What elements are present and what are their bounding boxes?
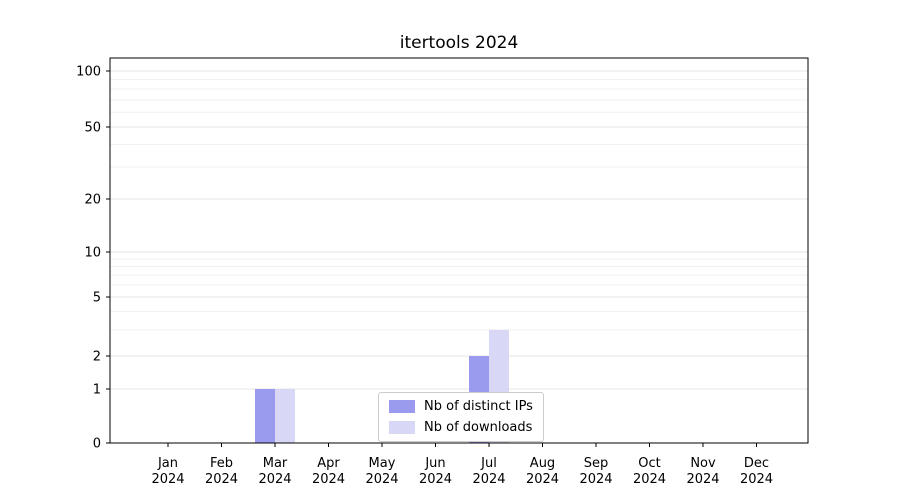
bar-0-Mar [255,389,275,443]
x-tick-label-month: Nov [690,456,716,471]
x-tick-label-year: 2024 [526,472,559,487]
x-tick-label-year: 2024 [205,472,238,487]
y-tick-label: 0 [93,437,101,452]
x-tick-label-year: 2024 [258,472,291,487]
y-tick-label: 2 [93,350,101,365]
plot-border [109,57,809,444]
x-tick-label-year: 2024 [633,472,666,487]
bar-1-Mar [275,389,295,443]
x-tick-label-year: 2024 [686,472,719,487]
x-tick-label-month: Dec [744,456,769,471]
legend-swatch-downloads [389,421,415,434]
x-tick-label-year: 2024 [472,472,505,487]
legend-item-distinct-ips: Nb of distinct IPs [389,399,533,414]
x-tick-label-year: 2024 [740,472,773,487]
chart-title: itertools 2024 [399,33,519,53]
x-tick-label-year: 2024 [365,472,398,487]
legend-item-downloads: Nb of downloads [389,420,533,435]
x-tick-label-month: Jan [157,456,178,471]
y-tick-label: 1 [93,383,101,398]
x-tick-label-year: 2024 [151,472,184,487]
y-tick-label: 10 [84,246,101,261]
x-tick-label-month: Jun [424,456,445,471]
x-tick-label-month: Apr [317,456,340,471]
legend-swatch-distinct-ips [389,400,415,413]
x-tick-label-month: Jul [480,456,497,471]
x-tick-label-month: May [369,456,396,471]
x-tick-label-month: Aug [530,456,555,471]
x-tick-label-year: 2024 [579,472,612,487]
x-tick-label-month: Mar [263,456,288,471]
y-tick-label: 20 [84,193,101,208]
y-tick-label: 100 [76,65,101,80]
x-tick-label-year: 2024 [312,472,345,487]
legend-label-distinct-ips: Nb of distinct IPs [424,399,533,414]
x-tick-label-year: 2024 [419,472,452,487]
chart-legend: Nb of distinct IPs Nb of downloads [378,392,544,442]
x-tick-label-month: Sep [584,456,609,471]
x-tick-label-month: Oct [638,456,660,471]
legend-label-downloads: Nb of downloads [424,420,533,435]
y-tick-label: 5 [93,291,101,306]
x-tick-label-month: Feb [210,456,233,471]
y-tick-label: 50 [84,121,101,136]
